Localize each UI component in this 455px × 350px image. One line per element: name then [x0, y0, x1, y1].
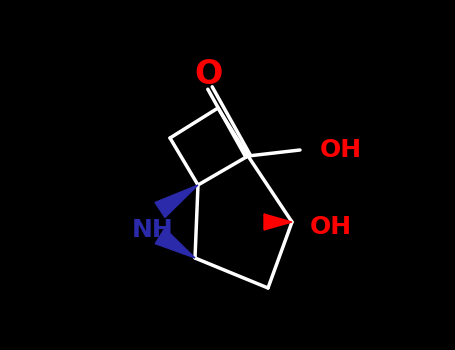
Text: OH: OH: [310, 215, 352, 239]
Polygon shape: [155, 229, 195, 258]
Polygon shape: [155, 185, 198, 217]
Text: OH: OH: [320, 138, 362, 162]
Text: O: O: [194, 58, 222, 91]
Text: NH: NH: [132, 218, 174, 242]
Polygon shape: [264, 214, 292, 230]
